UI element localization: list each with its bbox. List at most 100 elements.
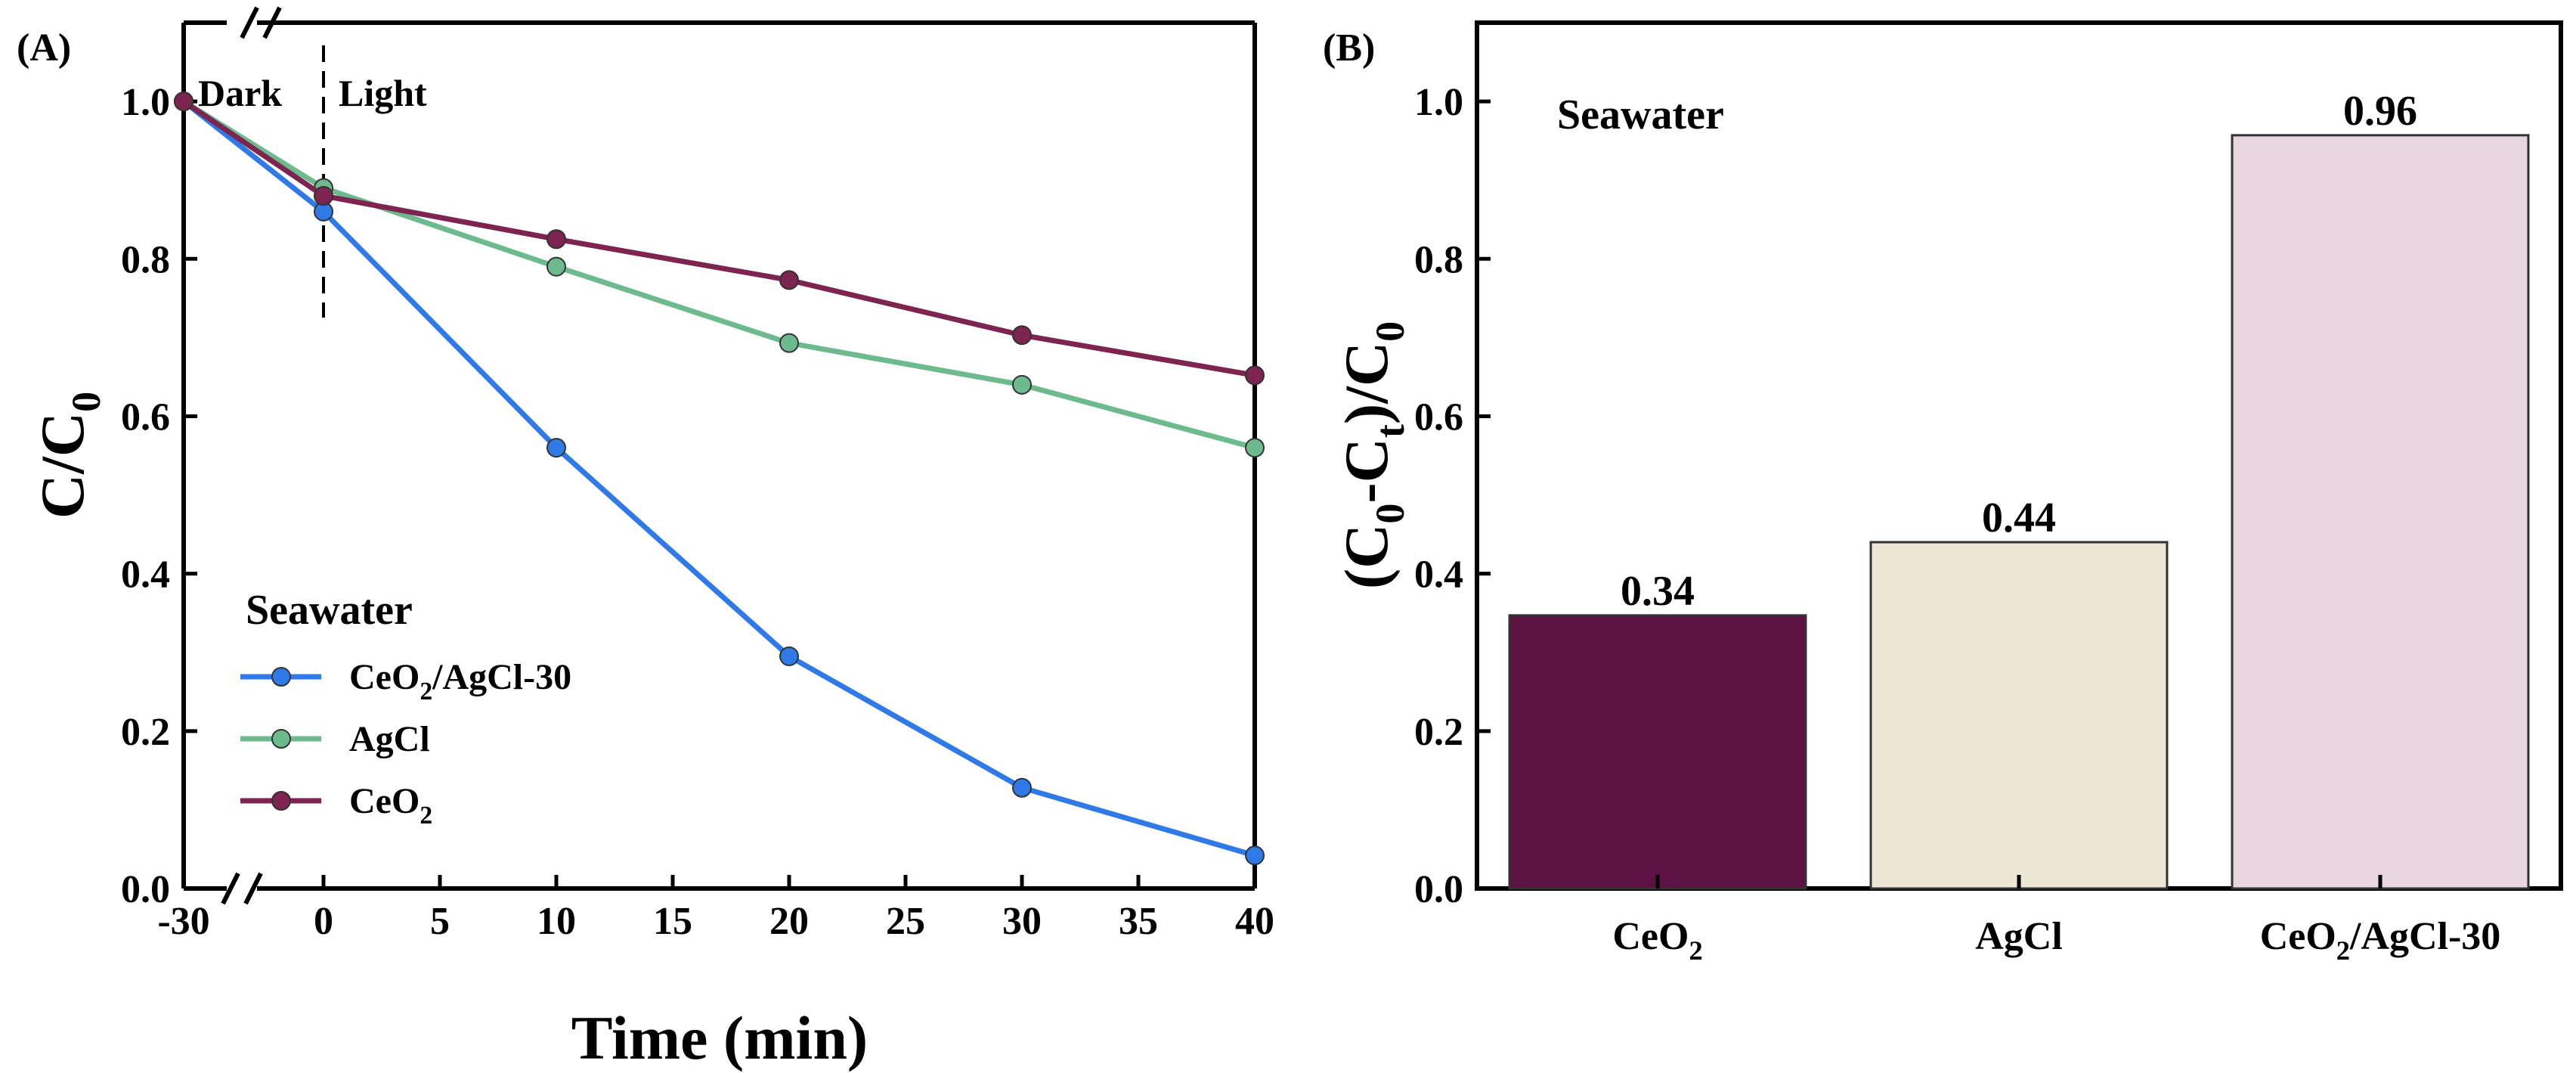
panel-b-bar-value-label: 0.44: [1982, 495, 2056, 541]
panel-b-x-tick-label-part: CeO: [1612, 915, 1689, 958]
panel-a-data-point: [1245, 845, 1265, 866]
panel-b-x-tick-label: CeO2/AgCl-30: [2260, 915, 2501, 966]
panel-a-series-CeO2: [174, 91, 1265, 386]
panel-a-data-point: [1012, 325, 1032, 346]
panel-a-axes: [181, 6, 1257, 905]
panel-a-light-annotation: Light: [339, 72, 427, 114]
panel-a-series-line: [182, 99, 1255, 378]
panel-b-y-axis-title: (C0-Ct)/C0: [1332, 321, 1413, 589]
panel-a-x-tick-label: -30: [157, 900, 209, 943]
panel-b-y-tick-label: 1.0: [1414, 81, 1463, 124]
panel-a-y-tick-label: 0.2: [121, 711, 170, 754]
panel-a-dark-annotation: Dark: [198, 72, 282, 114]
panel-b-y-tick-label: 0.2: [1414, 711, 1463, 754]
panel-a-break-mark-top-1: [240, 6, 259, 39]
panel-b-y-axis-title-subscript: 0: [1367, 321, 1413, 342]
panel-a-legend-label-part: CeO: [349, 781, 420, 821]
panel-b-bar-value-label: 0.96: [2343, 88, 2417, 135]
panel-a-legend-label: CeO2/AgCl-30: [349, 657, 571, 706]
panel-a-y-tick-label: 0.4: [121, 554, 170, 597]
panel-a-y-tick-label: 0.0: [121, 868, 170, 911]
panel-a-legend-swatch-marker: [271, 667, 291, 687]
panel-b-x-tick-label-part: /AgCl-30: [2349, 915, 2500, 958]
panel-a-data-point: [779, 646, 799, 666]
panel-b-y-axis-title-subscript: 0: [1367, 504, 1413, 524]
panel-b-y-axis-title-part: -C: [1332, 438, 1401, 504]
panel-a-y-ticks: 0.0 0.2 0.4 0.6 0.8 1.0: [121, 81, 197, 911]
panel-a-data-point: [546, 229, 566, 250]
panel-b-y-axis-title-subscript: t: [1367, 424, 1413, 438]
panel-a-legend-label: CeO2: [349, 781, 432, 830]
panel-b-bar-AgCl: [1869, 541, 2169, 890]
panel-b-y-tick-label: 0.0: [1414, 868, 1463, 911]
panel-a-x-tick-label: 40: [1235, 900, 1274, 943]
panel-a-x-tick-label: 35: [1119, 900, 1158, 943]
panel-a-label: (A): [17, 26, 71, 70]
panel-a-series: [174, 91, 1265, 866]
panel-a-data-point: [174, 91, 194, 112]
panel-a-data-point: [314, 186, 333, 206]
panel-b-x-tick-label-subscript: 2: [2336, 935, 2350, 966]
panel-a-y-axis-title: C/C0: [28, 392, 109, 519]
panel-a-x-tick-label: 10: [537, 900, 576, 943]
panel-b-x-tick-label-part: AgCl: [1975, 915, 2063, 958]
panel-a-data-point: [546, 256, 566, 277]
panel-a-data-point: [1012, 374, 1032, 395]
panel-b-title: Seawater: [1557, 91, 1724, 138]
panel-a-y-tick-label: 1.0: [121, 81, 170, 124]
panel-a-data-point: [1012, 777, 1032, 798]
panel-a-x-tick-label: 5: [430, 900, 450, 943]
panel-a-y-tick-label: 0.6: [121, 395, 170, 439]
panel-b-y-axis-title-part: )/C: [1332, 342, 1401, 424]
panel-a-break-mark-bottom-1: [221, 872, 240, 905]
panel-b-label: (B): [1323, 26, 1375, 70]
panel-a-x-tick-label: 0: [314, 900, 333, 943]
panel-a-x-ticks: -30 0 5 10 15 20 25 30 35 40: [157, 875, 1274, 943]
panel-a-x-tick-label: 15: [653, 900, 692, 943]
panel-b-bar-CeO2/AgCl-30: [2231, 134, 2530, 890]
panel-a-legend-swatch-marker: [271, 729, 291, 749]
panel-a-series-CeO2/AgCl-30: [174, 91, 1265, 866]
panel-a-legend-swatch-marker: [271, 791, 291, 811]
panel-b-y-axis-title-part: (C: [1332, 524, 1401, 590]
panel-a-data-point: [546, 438, 566, 458]
panel-b-bar-CeO2: [1508, 614, 1807, 890]
panel-a-data-point: [1245, 438, 1265, 458]
panel-b-x-tick-label: CeO2: [1612, 915, 1702, 966]
panel-b-bar-chart: (B) 0.00.20.40.60.81.0 0.340.440.96 CeO2…: [1323, 20, 2563, 966]
panel-a-legend-label-part: /AgCl-30: [432, 657, 571, 697]
panel-a-series-AgCl: [174, 91, 1265, 458]
panel-a-legend-label-subscript: 2: [420, 678, 432, 706]
panel-a-legend-title: Seawater: [246, 587, 413, 634]
panel-a-data-point: [779, 333, 799, 353]
panel-a-legend-label: AgCl: [349, 719, 430, 759]
panel-a-data-point: [779, 270, 799, 290]
panel-a-legend-label-subscript: 2: [420, 802, 432, 830]
panel-a-legend-label-part: AgCl: [349, 719, 430, 759]
panel-b-x-tick-label-part: CeO: [2260, 915, 2336, 958]
panel-b-y-tick-label: 0.4: [1414, 554, 1463, 597]
panel-b-x-tick-label: AgCl: [1975, 915, 2063, 958]
panel-a-x-axis-title-text: Time (min): [571, 1003, 868, 1072]
panel-a-legend-label-part: CeO: [349, 657, 420, 697]
panel-b-y-ticks: 0.0 0.2 0.4 0.6 0.8 1.0: [1414, 81, 1491, 911]
panel-a-y-axis-title-sub: 0: [63, 392, 109, 412]
panel-b-bar-value-label: 0.34: [1621, 568, 1695, 615]
panel-b-x-tick-labels: CeO2 AgCl CeO2/AgCl-30: [1612, 875, 2500, 966]
panel-a-x-tick-label: 20: [769, 900, 809, 943]
panel-a-break-mark-bottom-2: [243, 872, 263, 905]
panel-a-x-axis-title: Time (min): [571, 1003, 868, 1072]
panel-a-data-point: [1245, 365, 1265, 386]
panel-a-series-line: [181, 99, 1255, 858]
panel-b-bars: 0.34 0.44 0.96: [1508, 88, 2530, 890]
panel-a-y-axis-title-main: C/C: [28, 412, 97, 519]
panel-a-y-tick-label: 0.8: [121, 238, 170, 281]
panel-b-x-tick-label-subscript: 2: [1689, 935, 1702, 966]
panel-b-y-tick-label: 0.8: [1414, 238, 1463, 281]
panel-a-break-mark-top-2: [262, 6, 282, 39]
panel-a-x-tick-label: 25: [886, 900, 925, 943]
panel-a-x-tick-label: 30: [1002, 900, 1042, 943]
